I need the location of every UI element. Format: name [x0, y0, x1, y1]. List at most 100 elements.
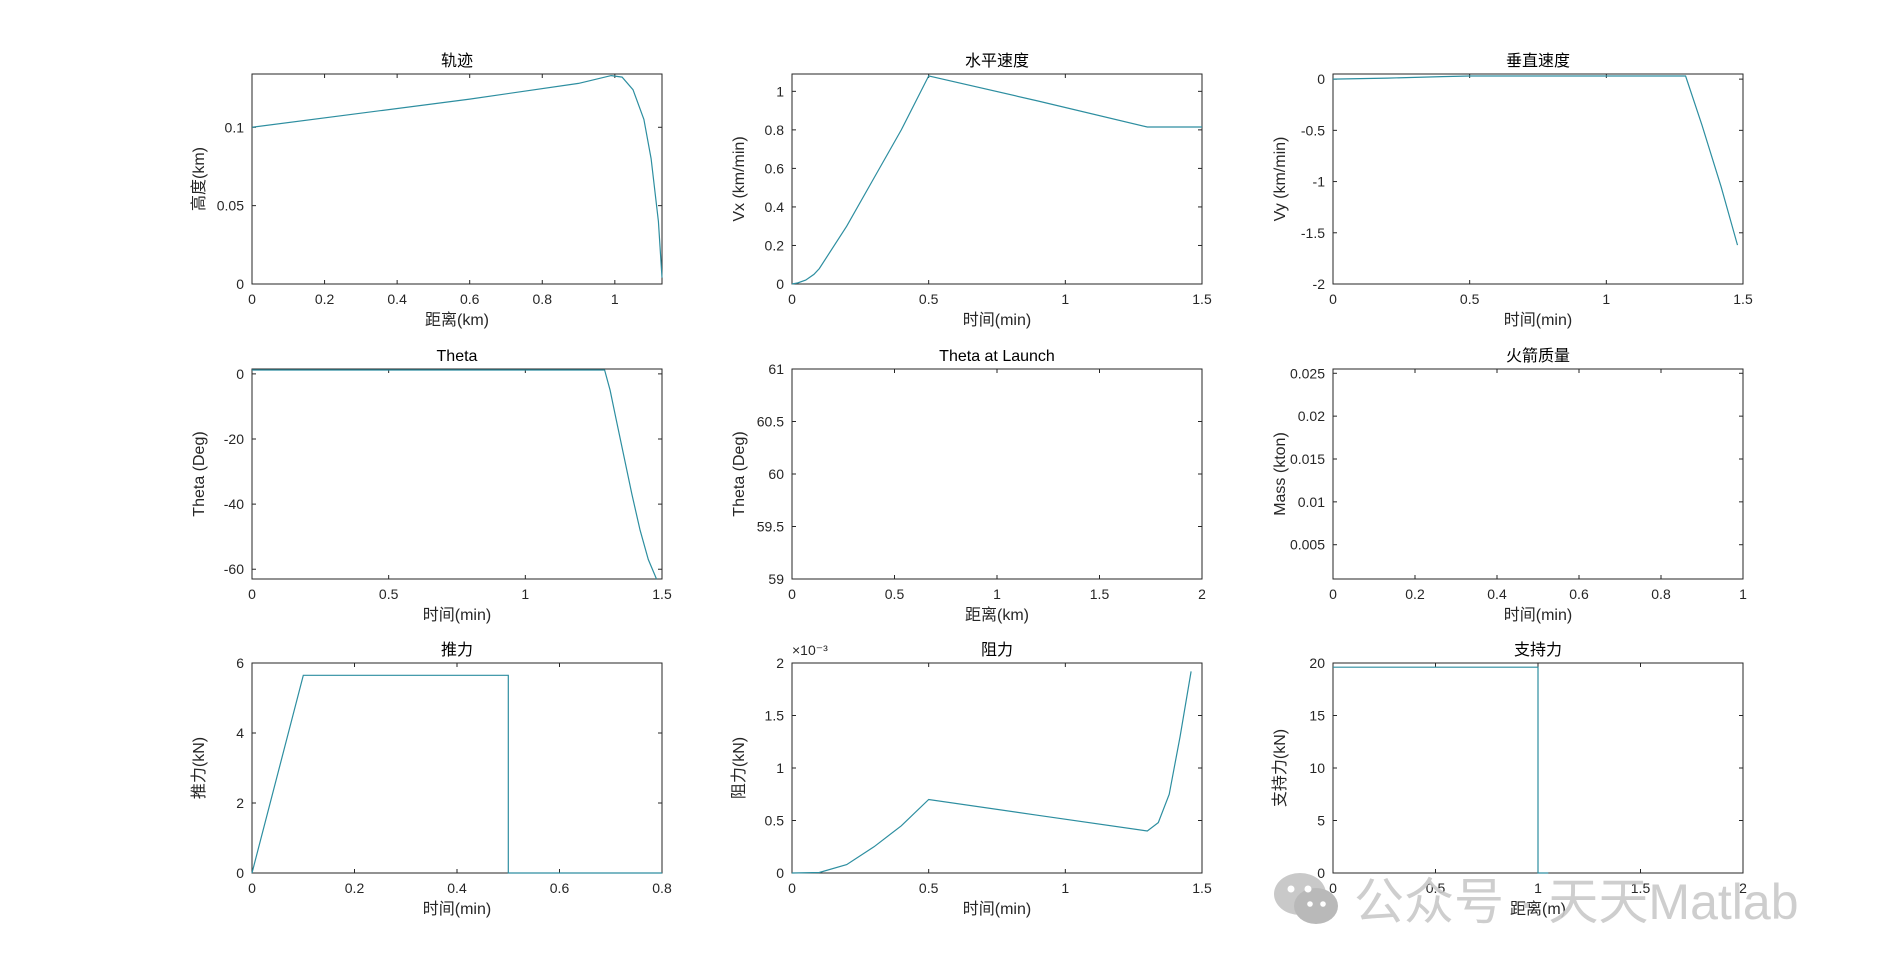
- x-tick-label: 0.4: [1487, 586, 1507, 602]
- x-tick-label: 0.8: [533, 291, 553, 307]
- x-tick-label: 0.8: [652, 880, 672, 896]
- series-line: [251, 674, 662, 874]
- x-tick-label: 1: [1602, 291, 1610, 307]
- y-tick-label: 15: [1309, 708, 1325, 724]
- y-tick-label: -1: [1313, 174, 1326, 190]
- y-tick-label: 5: [1317, 813, 1325, 829]
- y-axis-label: 高度(km): [190, 147, 208, 211]
- x-tick-label: 0.5: [919, 291, 939, 307]
- y-tick-label: 2: [776, 655, 784, 671]
- x-axis-label: 时间(min): [963, 900, 1031, 918]
- y-axis-label: Theta (Deg): [731, 431, 748, 516]
- y-axis-label: Mass (kton): [1272, 432, 1289, 516]
- x-tick-label: 0: [788, 291, 796, 307]
- y-tick-label: 0.02: [1298, 408, 1325, 424]
- y-tick-label: 0: [236, 366, 244, 382]
- y-tick-label: 59: [768, 571, 784, 587]
- y-tick-label: 60.5: [757, 414, 784, 430]
- x-tick-label: 0.6: [460, 291, 480, 307]
- y-tick-label: 1: [776, 83, 784, 99]
- series-line: [1332, 75, 1739, 246]
- x-tick-label: 1: [1061, 291, 1069, 307]
- y-tick-label: 4: [236, 725, 244, 741]
- chart-title: 轨迹: [441, 52, 473, 70]
- y-tick-label: 2: [236, 795, 244, 811]
- plot-box: [791, 368, 1203, 580]
- x-axis-label: 时间(min): [423, 900, 491, 918]
- x-tick-label: 0: [1329, 291, 1337, 307]
- chart-title: Theta at Launch: [939, 348, 1055, 365]
- x-tick-label: 0: [1329, 586, 1337, 602]
- chart-title: 火箭质量: [1506, 346, 1570, 365]
- y-tick-label: 0.1: [225, 119, 245, 135]
- x-tick-label: 0: [788, 880, 796, 896]
- x-tick-label: 1: [1061, 880, 1069, 896]
- chart-title: 垂直速度: [1506, 52, 1570, 70]
- subplot-6: 0 0.2 0.4 0.6 0.8 1 0.005 0.01 0.015 0.02 0.025 火箭质…: [1272, 346, 1747, 624]
- plot-box: [1332, 368, 1744, 580]
- plot-box: [251, 73, 663, 285]
- x-axis-label: 距离(m): [1510, 900, 1566, 918]
- y-tick-label: 0.01: [1298, 494, 1325, 510]
- x-tick-label: 0.4: [447, 880, 467, 896]
- y-tick-label: -20: [224, 431, 244, 447]
- watermark: 公众号 · 天天Matlab: [1270, 868, 1799, 930]
- subplot-5: 0 0.5 1 1.5 2 59 59.5 60 60.5 61 Theta at Launch 距离…: [731, 348, 1206, 624]
- x-tick-label: 0.5: [1426, 880, 1446, 896]
- x-axis-label: 距离(km): [965, 606, 1029, 624]
- x-tick-label: 1: [611, 291, 619, 307]
- y-tick-label: -40: [224, 496, 244, 512]
- y-tick-label: 0.4: [765, 199, 785, 215]
- subplot-4: 0 0.5 1 1.5 -60 -40 -20 0 Theta 时间(min) Theta (Deg…: [191, 348, 672, 624]
- x-tick-label: 1.5: [1192, 880, 1212, 896]
- y-tick-label: 0: [776, 276, 784, 292]
- x-tick-label: 0.2: [1405, 586, 1425, 602]
- y-tick-label: -2: [1313, 276, 1326, 292]
- plot-box: [251, 368, 663, 580]
- y-tick-label: 0: [1317, 71, 1325, 87]
- x-tick-label: 2: [1739, 880, 1747, 896]
- plot-box: [251, 662, 663, 874]
- series-line: [791, 671, 1192, 874]
- y-tick-label: 0.005: [1290, 537, 1325, 553]
- x-tick-label: 0: [1329, 880, 1337, 896]
- x-tick-label: 0: [248, 880, 256, 896]
- y-tick-label: 0.6: [765, 160, 785, 176]
- chart-title: 支持力: [1514, 641, 1562, 659]
- y-axis-label: 支持力(kN): [1271, 729, 1289, 807]
- y-tick-label: 60: [768, 466, 784, 482]
- x-tick-label: 0.5: [919, 880, 939, 896]
- chart-title: Theta: [437, 348, 478, 365]
- y-tick-label: 10: [1309, 760, 1325, 776]
- y-tick-label: -60: [224, 561, 244, 577]
- x-tick-label: 0.4: [387, 291, 407, 307]
- x-tick-label: 0.6: [550, 880, 570, 896]
- y-tick-label: 0: [776, 865, 784, 881]
- y-tick-label: -1.5: [1301, 225, 1325, 241]
- x-tick-label: 1: [1739, 586, 1747, 602]
- x-axis-label: 时间(min): [1504, 311, 1572, 329]
- chart-title: 水平速度: [965, 52, 1029, 70]
- y-tick-label: 6: [236, 655, 244, 671]
- y-tick-label: 0.025: [1290, 365, 1325, 381]
- chart-title: 推力: [441, 641, 473, 659]
- series-line: [791, 75, 1202, 285]
- x-tick-label: 1.5: [1090, 586, 1110, 602]
- x-tick-label: 0: [248, 291, 256, 307]
- x-tick-label: 1: [1534, 880, 1542, 896]
- plot-box: [791, 662, 1203, 874]
- y-tick-label: 0.8: [765, 122, 785, 138]
- x-tick-label: 0.8: [1651, 586, 1671, 602]
- watermark-text: 公众号 · 天天Matlab: [1354, 874, 1799, 930]
- y-exponent-label: ×10⁻³: [792, 642, 828, 658]
- y-axis-label: 阻力(kN): [730, 737, 748, 799]
- y-axis-label: 推力(kN): [190, 737, 208, 799]
- y-axis-label: Vx (km/min): [731, 136, 748, 221]
- y-tick-label: -0.5: [1301, 122, 1325, 138]
- x-tick-label: 2: [1198, 586, 1206, 602]
- x-tick-label: 0.2: [345, 880, 365, 896]
